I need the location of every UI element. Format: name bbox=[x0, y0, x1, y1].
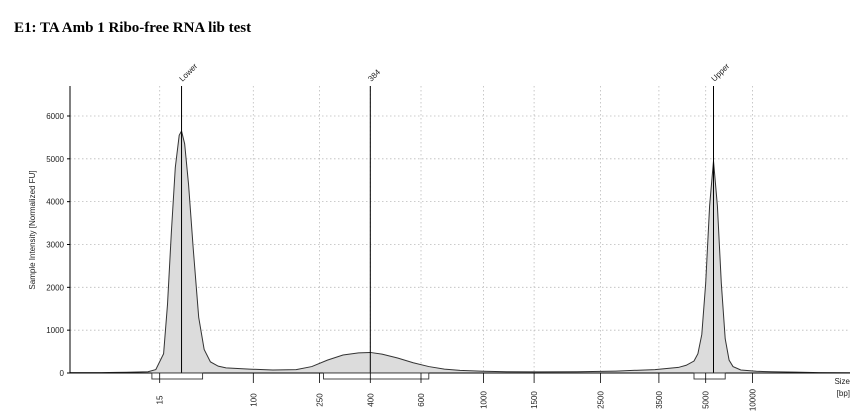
x-tick-label-10: 10000 bbox=[749, 388, 758, 411]
peak-label-1: 384 bbox=[366, 67, 382, 83]
x-tick-label-9: 5000 bbox=[702, 391, 711, 409]
peak-markers: Lower 384 Upper bbox=[178, 61, 732, 373]
x-axis-label-unit: [bp] bbox=[837, 389, 850, 398]
region-marker-0 bbox=[151, 372, 204, 380]
y-tick-label-1: 1000 bbox=[46, 326, 64, 335]
region-marker-1 bbox=[323, 372, 430, 380]
x-axis-ticks: 15 100 250 400 600 1000 1500 2500 3500 5000 10000 bbox=[156, 373, 758, 411]
y-axis-label: Sample Intensity [Normalized FU] bbox=[28, 170, 37, 289]
x-tick-label-2: 250 bbox=[316, 393, 325, 407]
y-tick-label-5: 5000 bbox=[46, 155, 64, 164]
region-marker-2 bbox=[693, 372, 726, 380]
y-tick-label-6: 6000 bbox=[46, 112, 64, 121]
x-tick-label-6: 1500 bbox=[530, 391, 539, 409]
peak-label-2: Upper bbox=[710, 61, 732, 83]
y-tick-label-4: 4000 bbox=[46, 198, 64, 207]
trace-area bbox=[70, 129, 851, 374]
x-tick-label-1: 100 bbox=[249, 393, 258, 407]
x-tick-label-0: 15 bbox=[156, 395, 165, 404]
x-tick-label-3: 400 bbox=[366, 393, 375, 407]
region-markers bbox=[151, 372, 726, 380]
y-axis-ticks: 0 1000 2000 3000 4000 5000 6000 bbox=[46, 112, 70, 378]
x-tick-label-5: 1000 bbox=[479, 391, 488, 409]
y-tick-label-3: 3000 bbox=[46, 240, 64, 249]
chart-title: E1: TA Amb 1 Ribo-free RNA lib test bbox=[14, 20, 252, 36]
trace-line bbox=[70, 129, 851, 374]
y-tick-label-0: 0 bbox=[60, 369, 65, 378]
y-tick-label-2: 2000 bbox=[46, 283, 64, 292]
x-tick-label-4: 600 bbox=[417, 393, 426, 407]
x-tick-label-8: 3500 bbox=[655, 391, 664, 409]
x-tick-label-7: 2500 bbox=[596, 391, 605, 409]
peak-label-0: Lower bbox=[178, 61, 200, 83]
x-axis-label-size: Size bbox=[834, 377, 850, 386]
